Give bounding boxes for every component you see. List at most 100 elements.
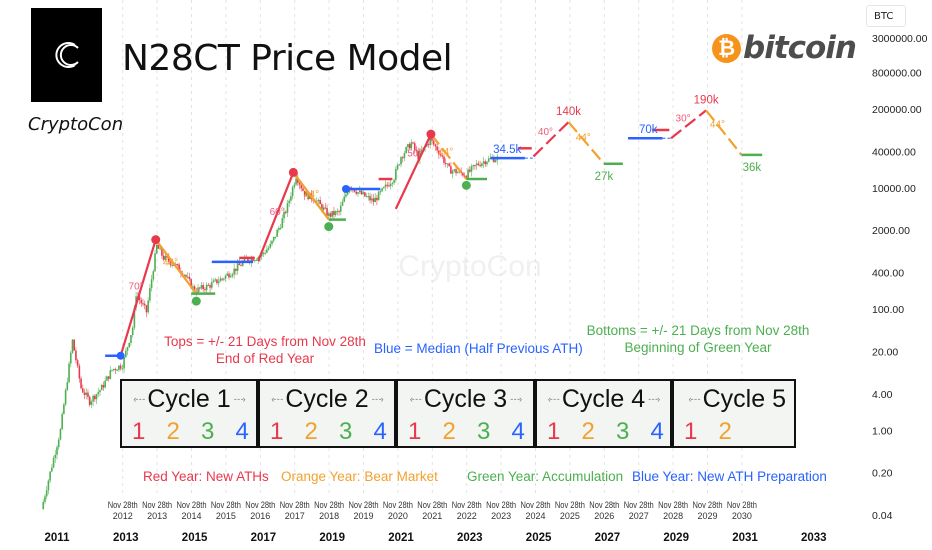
candle-body: [389, 183, 392, 187]
candle-body: [298, 182, 301, 185]
candle-body: [357, 192, 359, 194]
candle-body: [281, 218, 284, 228]
bottom-marker: [461, 180, 471, 190]
nov28-label-year: 2028: [663, 511, 683, 521]
candle-body: [427, 144, 430, 146]
candle-body: [59, 429, 62, 440]
candle-body: [100, 385, 103, 391]
nov28-label-year: 2025: [560, 511, 580, 521]
candle-body: [183, 275, 186, 277]
angle-label: 44°: [304, 189, 319, 200]
candle-body: [340, 205, 342, 212]
candle-body: [262, 252, 265, 254]
candle-body: [211, 282, 213, 288]
red-year-line: [670, 109, 707, 140]
cycle-header: ‹- - - Cycle 5: [674, 384, 794, 414]
bottom-marker: [324, 222, 334, 232]
cryptocon-c-icon: [54, 42, 79, 68]
bottom-marker: [191, 296, 201, 306]
candle-body: [64, 389, 67, 405]
candle-body: [223, 278, 225, 280]
candle-body: [69, 352, 72, 364]
orange-year-line: [430, 133, 468, 180]
candle-body: [432, 140, 435, 145]
candle-body: [372, 198, 375, 203]
nov28-label-top: Nov 28th: [521, 500, 551, 510]
nov28-label-year: 2019: [353, 511, 373, 521]
candle-body: [61, 413, 63, 430]
candle-body: [398, 164, 401, 166]
candle-body: [254, 260, 256, 262]
candle-body: [381, 188, 383, 192]
cycle-year-number: 3: [477, 418, 491, 445]
candle-body: [455, 169, 457, 174]
cycle-year-number: 2: [718, 418, 732, 445]
candle-body: [377, 191, 380, 201]
candle-body: [326, 208, 328, 216]
cycle-year-number: 4: [373, 418, 387, 445]
candle-body: [329, 213, 332, 217]
candle-body: [379, 191, 382, 193]
candle-body: [482, 161, 485, 164]
candle-body: [271, 240, 273, 244]
candle-body: [154, 253, 156, 272]
candle-body: [441, 155, 444, 157]
candle-body: [315, 200, 318, 203]
candle-body: [462, 172, 464, 176]
candle-body: [321, 204, 323, 211]
candle-body: [291, 187, 294, 197]
y-tick-label: 400.00: [872, 268, 904, 280]
candle-body: [405, 147, 407, 154]
median-price-label: 34.5k: [493, 144, 521, 156]
candle-body: [212, 280, 215, 283]
candle-body: [463, 175, 466, 177]
x-tick-label: 2031: [732, 532, 758, 544]
candle-body: [44, 496, 46, 502]
nov28-label-top: Nov 28th: [108, 500, 138, 510]
candle-body: [49, 471, 51, 481]
cycle-label: Cycle 1: [147, 385, 231, 413]
arrow-right-icon: - - -›: [371, 394, 384, 404]
nov28-label-year: 2026: [594, 511, 614, 521]
candle-body: [164, 255, 167, 260]
y-tick-label: 2000.00: [872, 225, 910, 237]
candle-body: [465, 175, 468, 179]
cycle-year-number: 1: [408, 418, 422, 445]
symbol-badge[interactable]: BTC: [866, 5, 906, 27]
nov28-label-year: 2021: [422, 511, 442, 521]
candle-body: [221, 278, 223, 280]
candle-body: [364, 192, 366, 197]
y-tick-label: 100.00: [872, 304, 904, 316]
candle-body: [475, 163, 478, 166]
candle-body: [186, 276, 189, 278]
candle-body: [207, 284, 210, 286]
orange-year-line: [292, 171, 330, 221]
nov28-label-top: Nov 28th: [589, 500, 619, 510]
candle-body: [168, 257, 170, 262]
candle-body: [388, 185, 390, 187]
cycle-header: ‹- - - Cycle 1- - -›: [122, 384, 256, 414]
candle-body: [393, 179, 395, 183]
arrow-left-icon: ‹- - -: [133, 394, 145, 404]
candle-body: [293, 184, 296, 188]
candle-body: [205, 284, 208, 290]
legend-blue: Blue Year: New ATH Preparation: [632, 469, 827, 484]
candle-body: [472, 165, 475, 167]
nov28-label-top: Nov 28th: [280, 500, 310, 510]
y-tick-label: 3000000.00: [872, 33, 928, 45]
candle-body: [252, 258, 254, 261]
candle-body: [479, 165, 481, 167]
nov28-label-year: 2024: [525, 511, 545, 521]
candle-body: [420, 150, 423, 152]
cycle-year-number: 1: [270, 418, 284, 445]
orange-year-line: [154, 238, 198, 295]
candle-body: [128, 342, 131, 348]
candle-body: [374, 197, 376, 203]
nov28-label-year: 2029: [697, 511, 717, 521]
x-tick-label: 2015: [182, 532, 208, 544]
candle-body: [336, 211, 339, 213]
candle-body: [73, 339, 75, 351]
candle-body: [396, 164, 399, 170]
candle-body: [327, 213, 330, 216]
